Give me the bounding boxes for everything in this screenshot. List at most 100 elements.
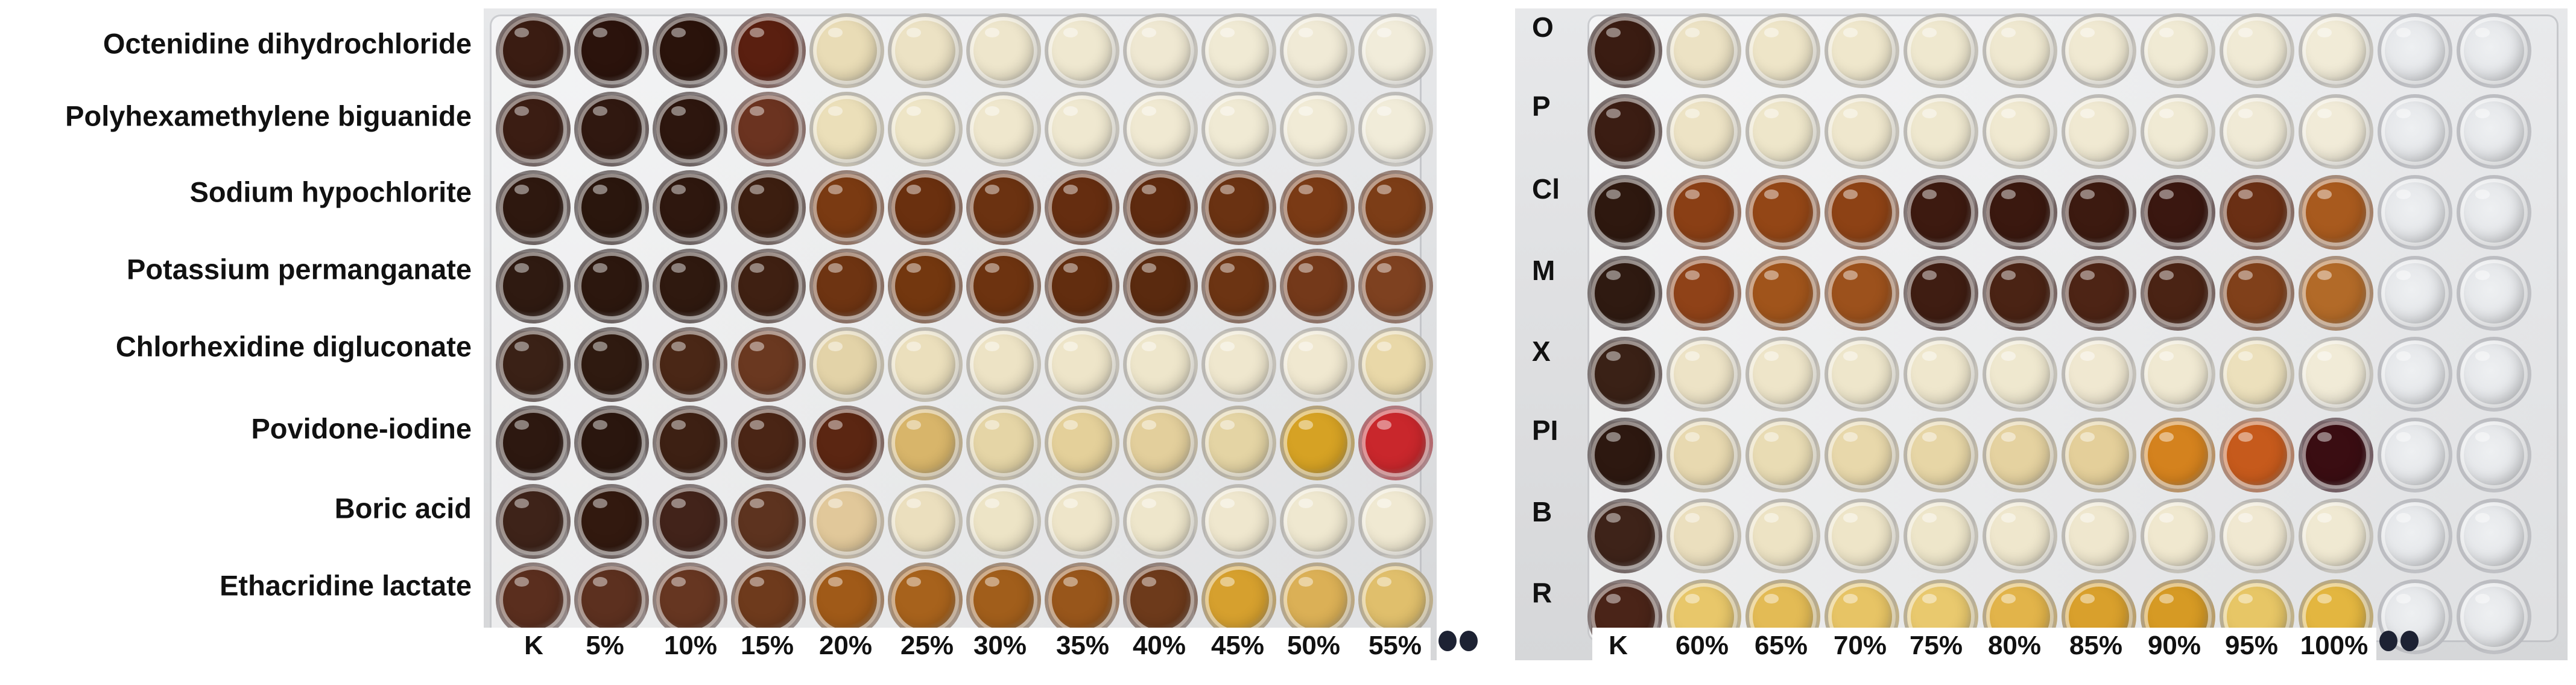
well-r2-c6 xyxy=(888,92,963,167)
left-row-labels: Octenidine dihydrochloride Polyhexamethy… xyxy=(0,0,483,685)
right-axis-bar xyxy=(1592,628,2376,664)
well-r6-c9 xyxy=(1123,406,1198,480)
col-label-85: 85% xyxy=(2069,631,2123,660)
well-r6-c10 xyxy=(2299,418,2373,492)
well-r7-c12 xyxy=(1358,484,1433,559)
empty-well-r2-c11 xyxy=(2378,94,2452,169)
well-r5-c3 xyxy=(653,327,727,402)
well-r5-c6 xyxy=(1983,337,2057,412)
well-r5-c1 xyxy=(1587,337,1662,412)
well-r5-c6 xyxy=(888,327,963,402)
well-r5-c4 xyxy=(1824,337,1899,412)
well-r5-c12 xyxy=(1358,327,1433,402)
well-r6-c3 xyxy=(1745,418,1820,492)
well-r6-c10 xyxy=(1201,406,1276,480)
col-label-20: 20% xyxy=(818,631,873,660)
well-r1-c10 xyxy=(1201,13,1276,88)
left-plate-marker-2 xyxy=(1460,631,1478,651)
left-plate-marker xyxy=(1438,631,1457,651)
well-r2-c12 xyxy=(1358,92,1433,167)
well-r2-c10 xyxy=(1201,92,1276,167)
well-r2-c8 xyxy=(2141,94,2215,169)
row-label-octenidine: Octenidine dihydrochloride xyxy=(103,27,472,60)
well-r4-c6 xyxy=(888,249,963,323)
well-r1-c6 xyxy=(1983,13,2057,88)
col-label-5: 5% xyxy=(586,631,624,660)
well-r3-c12 xyxy=(1358,170,1433,245)
col-label-10: 10% xyxy=(663,631,718,660)
well-r2-c6 xyxy=(1983,94,2057,169)
well-r2-c9 xyxy=(1123,92,1198,167)
well-r2-c5 xyxy=(1904,94,1978,169)
row-label-ethacridine-lactate: Ethacridine lactate xyxy=(220,569,472,602)
well-r4-c5 xyxy=(1904,256,1978,331)
well-r1-c5 xyxy=(809,13,884,88)
well-r7-c3 xyxy=(1745,499,1820,573)
col-label-right-k: K xyxy=(1609,631,1628,660)
well-r3-c7 xyxy=(2062,175,2136,250)
well-r5-c8 xyxy=(1045,327,1119,402)
left-axis-bar xyxy=(484,628,1431,664)
well-r1-c2 xyxy=(1666,13,1741,88)
well-r2-c9 xyxy=(2220,94,2294,169)
well-r4-c6 xyxy=(1983,256,2057,331)
col-label-50: 50% xyxy=(1286,631,1341,660)
well-r2-c7 xyxy=(2062,94,2136,169)
row-label-polyhexamethylene-biguanide: Polyhexamethylene biguanide xyxy=(65,100,472,132)
well-r8-c4 xyxy=(731,562,806,637)
well-r6-c8 xyxy=(1045,406,1119,480)
well-r4-c1 xyxy=(496,249,571,323)
col-label-65: 65% xyxy=(1754,631,1808,660)
well-r5-c10 xyxy=(2299,337,2373,412)
well-r3-c8 xyxy=(1045,170,1119,245)
well-r3-c3 xyxy=(1745,175,1820,250)
empty-well-r5-c12 xyxy=(2457,337,2531,412)
well-r1-c7 xyxy=(966,13,1041,88)
well-r6-c8 xyxy=(2141,418,2215,492)
empty-well-r6-c11 xyxy=(2378,418,2452,492)
empty-well-r7-c11 xyxy=(2378,499,2452,573)
col-label-75: 75% xyxy=(1909,631,1963,660)
well-r7-c5 xyxy=(809,484,884,559)
well-r1-c1 xyxy=(496,13,571,88)
well-r8-c3 xyxy=(653,562,727,637)
row-code-m: M xyxy=(1532,255,1555,286)
well-r2-c3 xyxy=(653,92,727,167)
well-r5-c1 xyxy=(496,327,571,402)
well-r1-c4 xyxy=(1824,13,1899,88)
well-r6-c3 xyxy=(653,406,727,480)
well-r5-c3 xyxy=(1745,337,1820,412)
col-label-70: 70% xyxy=(1833,631,1887,660)
well-r2-c5 xyxy=(809,92,884,167)
well-r5-c8 xyxy=(2141,337,2215,412)
well-r7-c6 xyxy=(888,484,963,559)
well-r7-c1 xyxy=(496,484,571,559)
well-r2-c2 xyxy=(574,92,649,167)
well-r6-c5 xyxy=(809,406,884,480)
well-r6-c6 xyxy=(1983,418,2057,492)
empty-well-r4-c12 xyxy=(2457,256,2531,331)
well-r7-c4 xyxy=(731,484,806,559)
well-r3-c4 xyxy=(731,170,806,245)
well-r6-c1 xyxy=(1587,418,1662,492)
well-r4-c7 xyxy=(966,249,1041,323)
well-r2-c10 xyxy=(2299,94,2373,169)
well-r1-c9 xyxy=(1123,13,1198,88)
well-r6-c12 xyxy=(1358,406,1433,480)
well-r7-c2 xyxy=(574,484,649,559)
well-r5-c7 xyxy=(966,327,1041,402)
well-r2-c4 xyxy=(731,92,806,167)
empty-well-r8-c12 xyxy=(2457,579,2531,654)
well-r1-c10 xyxy=(2299,13,2373,88)
right-plate-marker xyxy=(2379,631,2397,651)
well-r4-c8 xyxy=(2141,256,2215,331)
well-r2-c11 xyxy=(1280,92,1355,167)
empty-well-r4-c11 xyxy=(2378,256,2452,331)
well-r2-c8 xyxy=(1045,92,1119,167)
well-r1-c11 xyxy=(1280,13,1355,88)
well-r8-c12 xyxy=(1358,562,1433,637)
well-r4-c3 xyxy=(1745,256,1820,331)
well-r4-c1 xyxy=(1587,256,1662,331)
well-r7-c9 xyxy=(2220,499,2294,573)
right-well-plate-photo xyxy=(1515,8,2568,660)
